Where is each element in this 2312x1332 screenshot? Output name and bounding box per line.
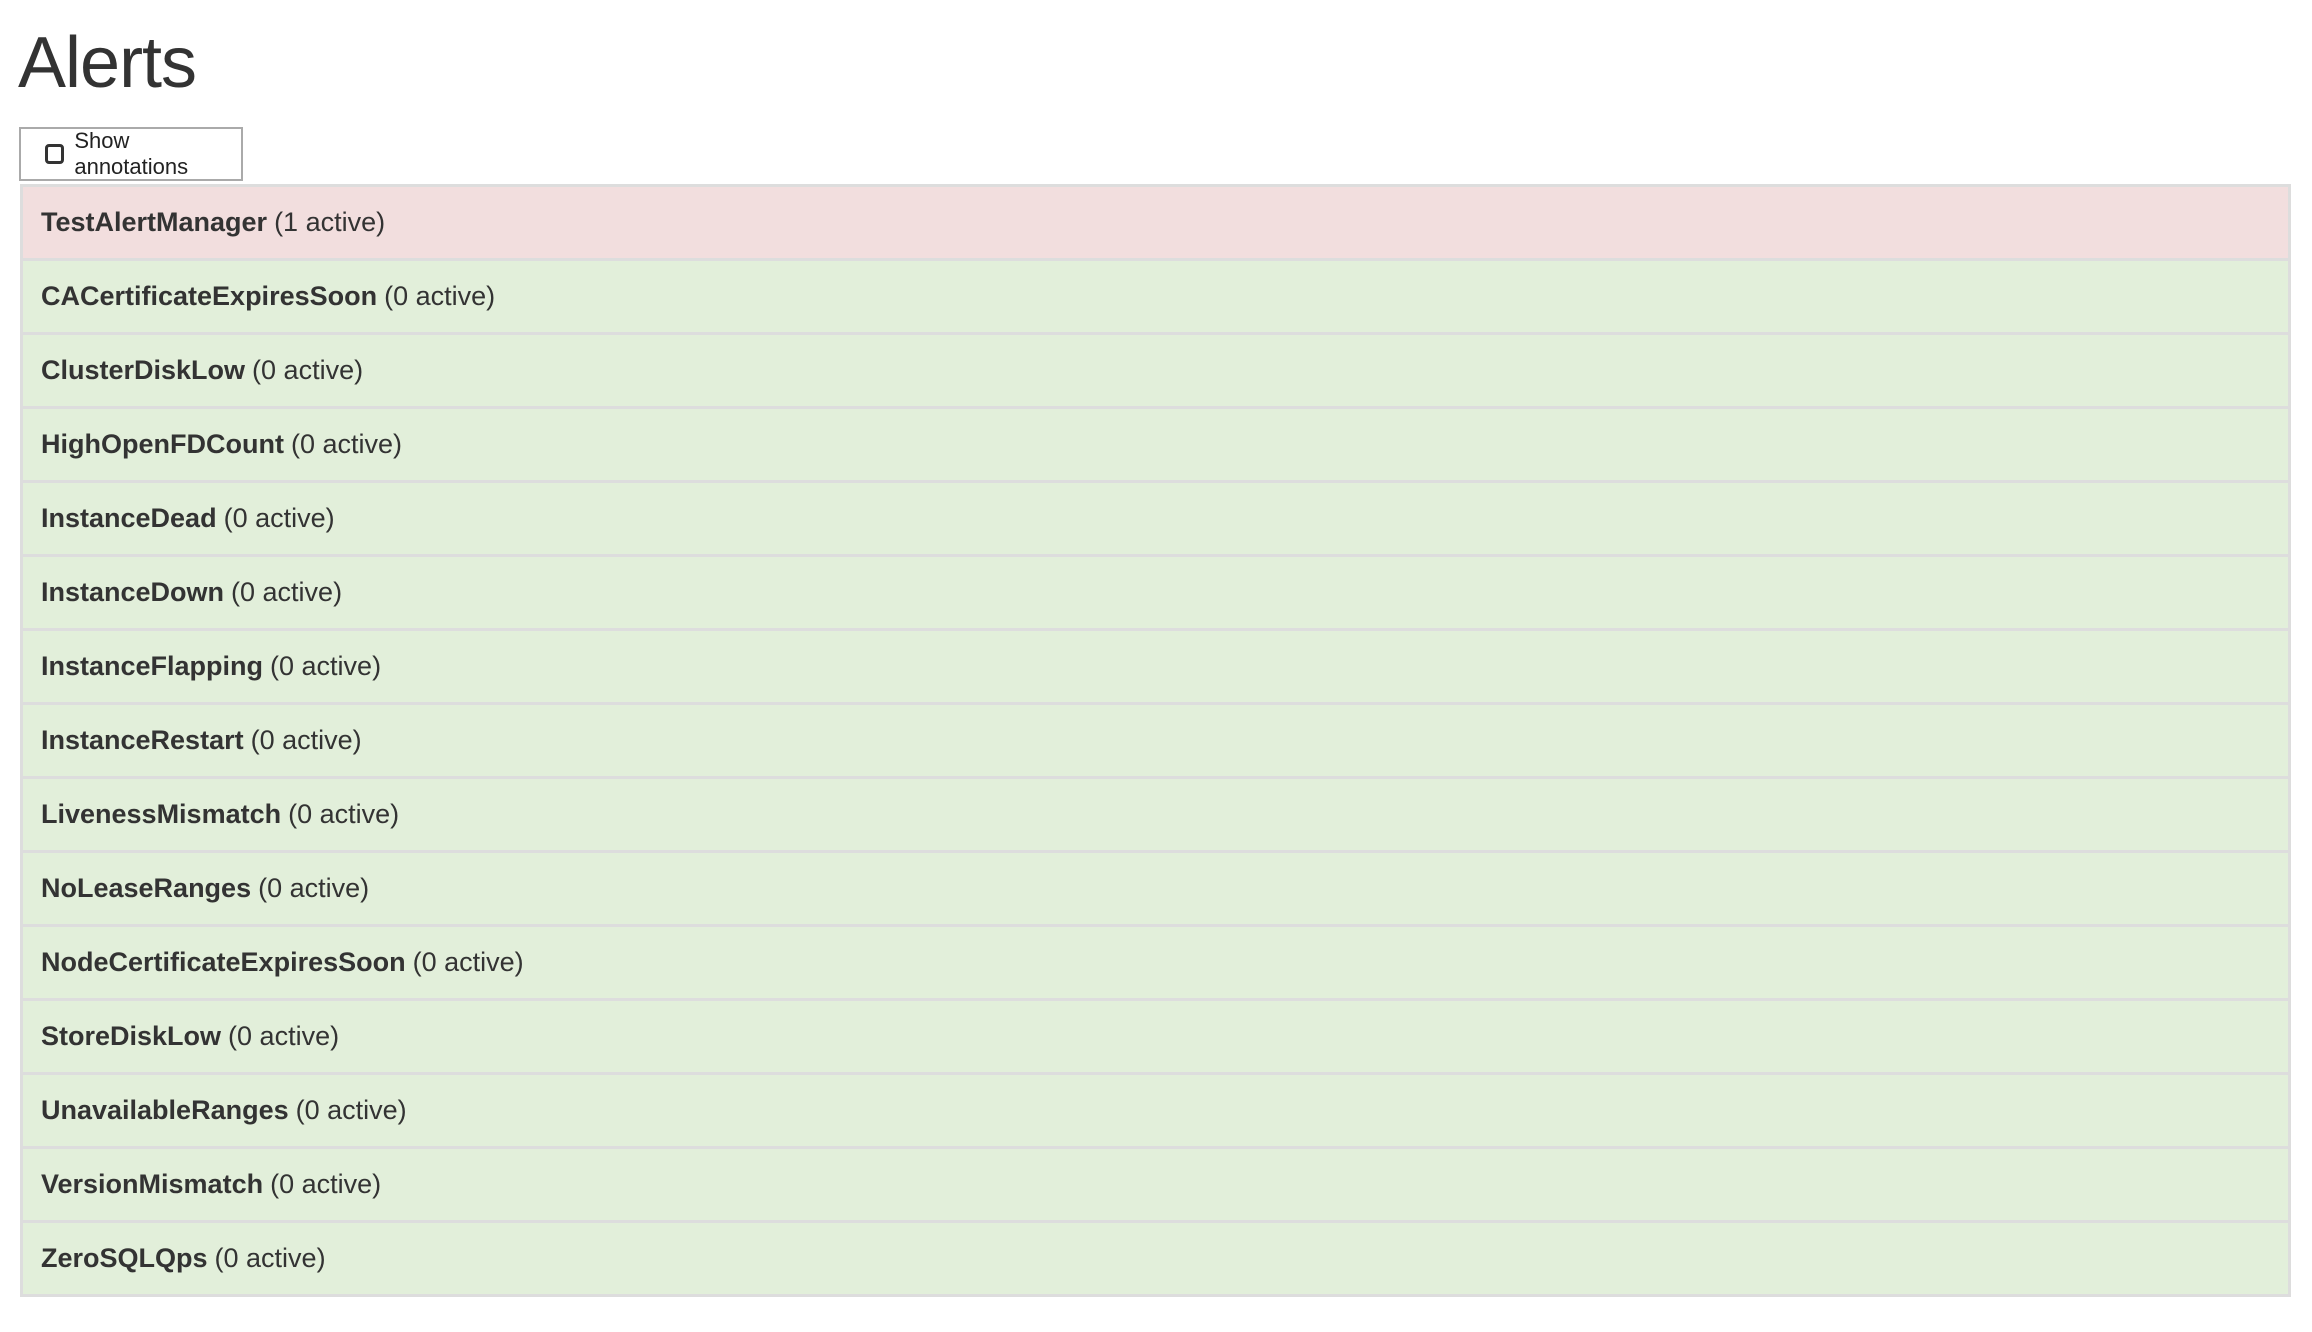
alert-group-row[interactable]: CACertificateExpiresSoon (0 active): [23, 258, 2288, 332]
alert-group-row[interactable]: StoreDiskLow (0 active): [23, 998, 2288, 1072]
alert-name: LivenessMismatch: [41, 799, 282, 829]
alert-name: NoLeaseRanges: [41, 873, 252, 903]
alert-name: StoreDiskLow: [41, 1021, 222, 1051]
alert-group-row[interactable]: VersionMismatch (0 active): [23, 1146, 2288, 1220]
alert-active-count: (0 active): [252, 355, 364, 385]
alert-group-row[interactable]: InstanceDead (0 active): [23, 480, 2288, 554]
alert-active-count: (0 active): [228, 1021, 340, 1051]
alert-active-count: (0 active): [223, 503, 335, 533]
alert-list: TestAlertManager (1 active) CACertificateE…: [20, 184, 2291, 1297]
alert-group-row[interactable]: InstanceFlapping (0 active): [23, 628, 2288, 702]
alert-name: NodeCertificateExpiresSoon: [41, 947, 406, 977]
alert-name: InstanceDead: [41, 503, 217, 533]
alert-active-count: (0 active): [288, 799, 400, 829]
alert-name: InstanceDown: [41, 577, 225, 607]
alert-name: UnavailableRanges: [41, 1095, 289, 1125]
alert-group-row[interactable]: LivenessMismatch (0 active): [23, 776, 2288, 850]
alert-active-count: (0 active): [231, 577, 343, 607]
alert-name: ClusterDiskLow: [41, 355, 246, 385]
alert-active-count: (0 active): [214, 1243, 326, 1273]
alert-name: ZeroSQLQps: [41, 1243, 208, 1273]
alert-active-count: (0 active): [290, 429, 402, 459]
page-title: Alerts: [18, 23, 197, 103]
alert-active-count: (0 active): [250, 725, 362, 755]
alert-active-count: (0 active): [270, 1169, 382, 1199]
alert-group-row[interactable]: NoLeaseRanges (0 active): [23, 850, 2288, 924]
alert-group-row[interactable]: InstanceRestart (0 active): [23, 702, 2288, 776]
alert-active-count: (0 active): [270, 651, 382, 681]
alert-active-count: (0 active): [412, 947, 524, 977]
show-annotations-toggle[interactable]: Show annotations: [19, 127, 243, 181]
alert-name: HighOpenFDCount: [41, 429, 284, 459]
alert-name: InstanceFlapping: [41, 651, 264, 681]
alert-active-count: (0 active): [384, 281, 496, 311]
alert-group-row[interactable]: HighOpenFDCount (0 active): [23, 406, 2288, 480]
alert-active-count: (0 active): [295, 1095, 407, 1125]
alert-name: InstanceRestart: [41, 725, 244, 755]
alert-group-row[interactable]: ZeroSQLQps (0 active): [23, 1220, 2288, 1294]
alert-name: VersionMismatch: [41, 1169, 264, 1199]
alert-active-count: (0 active): [258, 873, 370, 903]
checkbox-icon[interactable]: [45, 144, 65, 164]
alert-group-row[interactable]: TestAlertManager (1 active): [23, 184, 2288, 258]
alert-group-row[interactable]: InstanceDown (0 active): [23, 554, 2288, 628]
alert-group-row[interactable]: UnavailableRanges (0 active): [23, 1072, 2288, 1146]
alert-group-row[interactable]: NodeCertificateExpiresSoon (0 active): [23, 924, 2288, 998]
alert-name: CACertificateExpiresSoon: [41, 281, 378, 311]
alert-active-count: (1 active): [274, 207, 386, 237]
alert-group-row[interactable]: ClusterDiskLow (0 active): [23, 332, 2288, 406]
alert-name: TestAlertManager: [41, 207, 268, 237]
show-annotations-label: Show annotations: [74, 128, 189, 179]
